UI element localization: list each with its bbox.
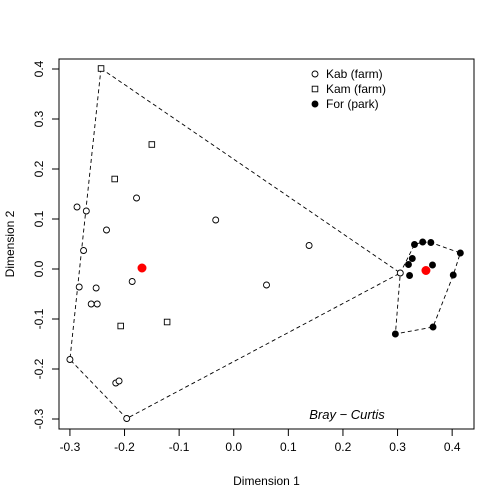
point-kam-farm-2 [148,141,156,148]
point-kab-farm-2 [82,207,90,215]
x-tick-label: 0.1 [280,440,297,454]
y-tick-label: 0.0 [32,260,46,277]
x-axis-label: Dimension 1 [233,474,300,488]
point-kab-farm-10 [128,278,136,285]
x-tick-label: 0.2 [335,440,352,454]
y-axis: -0.3 -0.2 -0.1 0.0 0.1 0.2 0.3 0.4 [32,60,60,429]
point-kab-farm-16 [305,242,313,249]
legend: Kab (farm)Kam (farm)For (park) [311,67,386,111]
point-kab-farm-8 [87,300,95,308]
point-kab-farm-17 [263,281,270,289]
point-for-park-9 [449,271,457,279]
x-tick-label: 0.0 [225,440,242,454]
point-kab-farm-5 [80,247,88,254]
point-kam-farm-3 [111,175,118,183]
x-tick-label: 0.3 [389,440,406,454]
y-tick-label: -0.1 [32,308,46,329]
legend-marker-3 [311,100,319,108]
y-tick-label: 0.3 [32,110,46,127]
point-kab-farm-11 [66,356,74,363]
point-kam-farm-4 [163,318,171,326]
centroid-point-1 [137,263,147,273]
legend-marker-2 [311,85,319,93]
y-tick-label: 0.2 [32,160,46,177]
point-kab-farm-15 [212,216,220,224]
legend-label-1: Kab (farm) [326,67,383,81]
centroids-layer [137,263,431,275]
y-tick-label: -0.2 [32,358,46,379]
point-for-park-10 [429,323,437,331]
legend-label-2: Kam (farm) [326,82,386,96]
point-kab-farm-9 [93,300,101,308]
point-for-park-7 [429,261,436,269]
point-for-park-5 [408,255,416,262]
y-axis-label: Dimension 2 [3,210,17,277]
point-kam-farm-5 [117,322,124,330]
points-layer [66,65,464,422]
y-tick-label: 0.1 [32,210,46,227]
point-kab-farm-4 [103,226,110,234]
point-kab-farm-14 [123,415,131,422]
legend-marker-1 [311,70,319,78]
point-kab-farm-18 [396,269,404,277]
point-kam-farm-1 [97,65,105,72]
legend-label-3: For (park) [326,97,379,111]
y-tick-label: -0.3 [32,408,46,429]
point-for-park-8 [406,272,414,279]
point-kab-farm-3 [133,194,140,202]
point-for-park-6 [405,261,412,268]
hull-polygon-2 [394,241,461,335]
centroid-point-2 [421,266,431,275]
point-for-park-3 [427,239,435,246]
point-kab-farm-6 [75,283,83,291]
x-tick-label: -0.1 [169,440,190,454]
x-axis: -0.3 -0.2 -0.1 0.0 0.1 0.2 0.3 0.4 [60,428,461,454]
point-for-park-2 [419,238,427,246]
x-tick-label: -0.2 [114,440,135,454]
x-tick-label: -0.3 [60,440,81,454]
point-for-park-11 [391,330,399,338]
point-kab-farm-7 [92,284,100,292]
point-kab-farm-13 [115,377,123,385]
point-for-park-4 [456,249,464,257]
point-kab-farm-1 [73,203,81,211]
distance-annotation: Bray − Curtis [309,407,385,422]
y-tick-label: 0.4 [32,60,46,77]
point-for-park-1 [411,241,418,248]
x-tick-label: 0.4 [444,440,461,454]
